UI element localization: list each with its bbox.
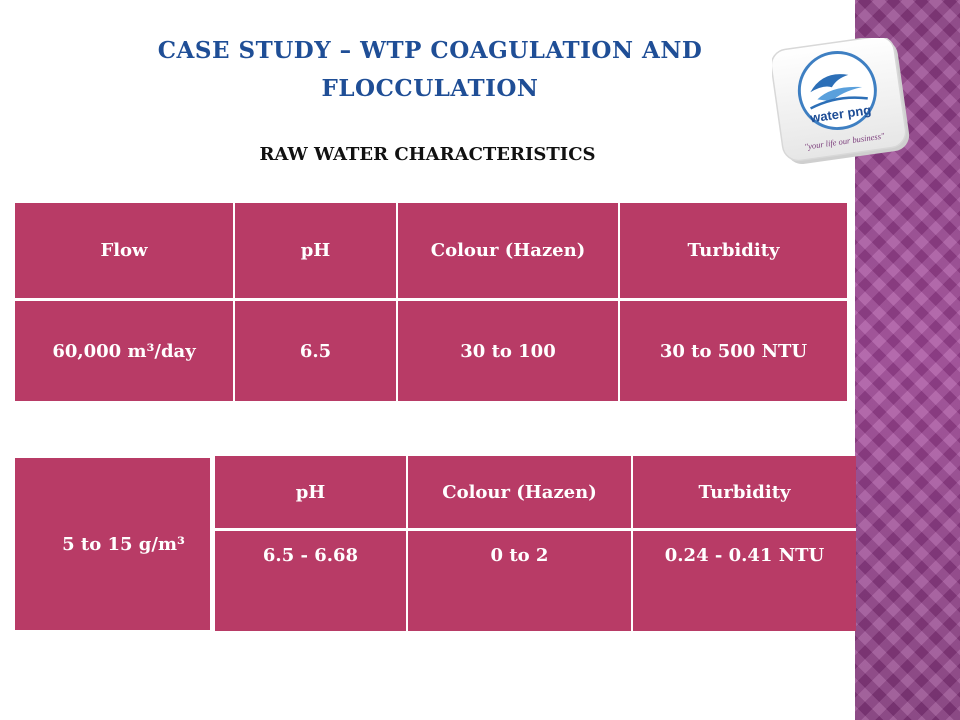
coagulant-dose-box: 5 to 15 g/m³ [15,458,210,630]
value-colour: 30 to 100 [398,301,620,401]
title-line-1: CASE STUDY – WTP COAGULATION AND [157,37,703,64]
t2-header-turbidity: Turbidity [633,456,856,528]
value-turbidity: 30 to 500 NTU [620,301,847,401]
value-ph: 6.5 [235,301,398,401]
water-png-logo: water png "your life our business" [772,38,910,165]
value-flow: 60,000 m³/day [15,301,235,401]
t2-header-ph: pH [215,456,408,528]
header-flow: Flow [15,203,235,298]
section-subtitle: RAW WATER CHARACTERISTICS [259,144,596,165]
t2-header-colour: Colour (Hazen) [408,456,633,528]
title-line-2: FLOCCULATION [321,75,539,102]
header-turbidity: Turbidity [620,203,847,298]
header-ph: pH [235,203,398,298]
header-colour: Colour (Hazen) [398,203,620,298]
t2-value-turbidity: 0.24 - 0.41 NTU [633,531,856,631]
page-title: CASE STUDY – WTP COAGULATION AND FLOCCUL… [120,32,740,108]
t2-value-colour: 0 to 2 [408,531,633,631]
t2-value-ph: 6.5 - 6.68 [215,531,408,631]
